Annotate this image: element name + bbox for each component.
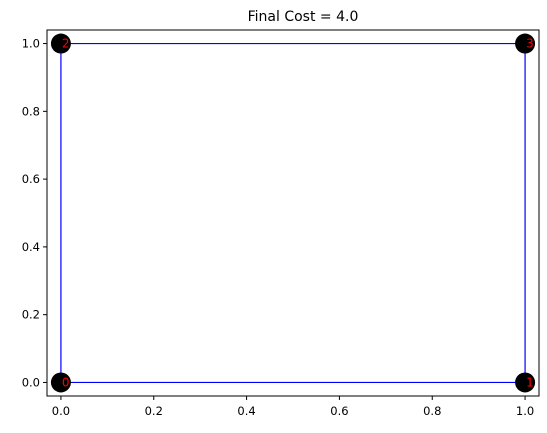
point-3 (515, 33, 536, 54)
x-tick-label-4: 0.8 (423, 404, 441, 418)
y-tick-label-3: 0.6 (22, 172, 40, 186)
x-tick-label-0: 0.0 (52, 404, 70, 418)
x-tick-label-5: 1.0 (516, 404, 534, 418)
point-label-0: 0 (62, 375, 70, 389)
chart-title: Final Cost = 4.0 (248, 9, 359, 25)
point-label-2: 2 (62, 37, 70, 51)
point-label-1: 1 (526, 375, 534, 389)
point-label-3: 3 (526, 37, 534, 51)
axis-layer: 0.0 0.2 0.4 0.6 0.8 1.0 0.0 0.2 0.4 0.6 0.8 1.0 (22, 29, 540, 418)
plot-frame (46, 29, 540, 397)
x-tick-label-1: 0.2 (145, 404, 163, 418)
point-1 (515, 372, 536, 393)
y-tick-label-1: 0.2 (22, 308, 40, 322)
y-tick-label-2: 0.4 (22, 240, 40, 254)
point-0 (50, 372, 71, 393)
y-tick-label-4: 0.8 (22, 104, 40, 118)
x-tick-label-2: 0.4 (237, 404, 255, 418)
x-tick-label-3: 0.6 (330, 404, 348, 418)
y-tick-label-5: 1.0 (22, 37, 40, 51)
point-2 (50, 33, 71, 54)
y-tick-label-0: 0.0 (22, 375, 40, 389)
plot-layer: 0 1 2 3 (50, 33, 536, 393)
